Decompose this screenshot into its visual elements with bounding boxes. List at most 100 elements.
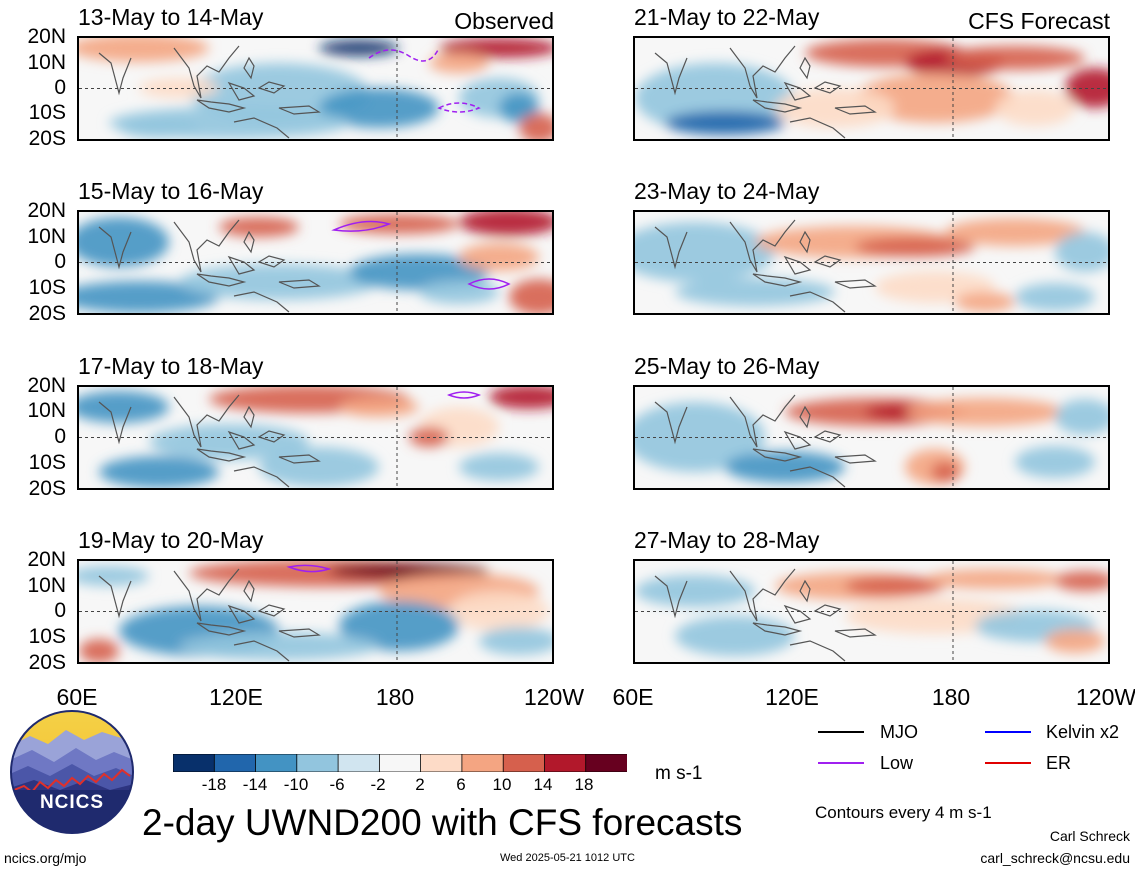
colorbar-tick-label: -10 xyxy=(283,775,309,794)
coastline xyxy=(834,105,877,115)
coastline xyxy=(233,640,290,662)
map-panel-observed-4 xyxy=(77,559,554,664)
low-contour xyxy=(446,391,482,399)
coastline xyxy=(813,604,842,617)
wind-anomaly-region xyxy=(339,397,419,417)
forecast-label: CFS Forecast xyxy=(968,8,1110,34)
wind-anomaly-region xyxy=(1015,283,1095,311)
legend-label-er: ER xyxy=(1046,753,1072,773)
map-panel-observed-2 xyxy=(77,210,554,315)
wind-field-map xyxy=(635,561,1108,662)
colorbar-swatch xyxy=(502,753,546,773)
wind-anomaly-region xyxy=(1055,232,1108,272)
panel-title-forecast-3: 25-May to 26-May xyxy=(634,353,820,379)
wind-anomaly-region xyxy=(179,632,379,660)
legend-label-kelvin: Kelvin x2 xyxy=(1046,722,1120,742)
map-panel-forecast-3 xyxy=(633,385,1110,490)
colorbar-swatch xyxy=(544,753,587,773)
lat-tick-label: 20S xyxy=(28,127,66,150)
lat-tick-label: 20N xyxy=(27,548,66,571)
wind-anomaly-region xyxy=(855,73,1015,123)
coastline xyxy=(834,279,877,289)
wind-field-map xyxy=(79,561,552,662)
wind-anomaly-region xyxy=(1055,399,1108,435)
footer-email: carl_schreck@ncsu.edu xyxy=(980,850,1130,866)
coastline xyxy=(98,52,132,96)
coastline xyxy=(799,56,811,80)
colorbar-swatch xyxy=(255,753,298,773)
wind-anomaly-region xyxy=(925,569,1065,589)
lat-tick-label: 0 xyxy=(54,76,66,99)
legend-label-low: Low xyxy=(880,753,914,773)
legend-line-kelvin xyxy=(985,731,1031,733)
wind-anomaly-region xyxy=(459,212,552,236)
coastline xyxy=(752,448,803,462)
wind-anomaly-region xyxy=(439,38,552,58)
colorbar-tick-label: 10 xyxy=(492,775,512,794)
wind-anomaly-region xyxy=(945,46,1085,70)
coastline xyxy=(196,273,247,287)
map-panel-forecast-2 xyxy=(633,210,1110,315)
coastline xyxy=(783,604,812,624)
coastline xyxy=(278,454,321,464)
lat-tick-label: 0 xyxy=(54,599,66,622)
wind-anomaly-region xyxy=(955,292,1015,312)
coastline xyxy=(813,81,842,94)
wind-anomaly-region xyxy=(79,281,219,313)
colorbar-tick-label: 14 xyxy=(533,775,553,794)
legend-label-mjo: MJO xyxy=(880,722,918,742)
main-title: 2-day UWND200 with CFS forecasts xyxy=(142,802,743,843)
map-panel-observed-3 xyxy=(77,385,554,490)
colorbar-swatch xyxy=(296,753,340,773)
wind-anomaly-region xyxy=(675,278,835,306)
coastline xyxy=(654,226,688,270)
observed-label: Observed xyxy=(454,8,554,34)
colorbar-tick-label: 2 xyxy=(415,775,425,794)
wind-anomaly-region xyxy=(845,576,945,596)
wind-anomaly-region xyxy=(635,222,775,282)
colorbar-swatch xyxy=(378,753,422,773)
lat-tick-label: 10N xyxy=(27,225,66,248)
lat-tick-label: 0 xyxy=(54,425,66,448)
wind-anomaly-region xyxy=(519,113,552,139)
coastline xyxy=(233,466,290,488)
panel-title-forecast-4: 27-May to 28-May xyxy=(634,527,820,553)
coastline xyxy=(233,291,290,313)
coastline xyxy=(789,466,846,488)
map-panel-observed-1 xyxy=(77,36,554,141)
map-panel-forecast-1 xyxy=(633,36,1110,141)
lat-tick-label: 20S xyxy=(28,651,66,674)
lon-tick-label: 180 xyxy=(375,684,415,710)
wind-anomaly-region xyxy=(149,424,309,460)
wind-anomaly-region xyxy=(509,279,552,313)
wind-anomaly-region xyxy=(259,447,379,487)
coastline xyxy=(173,219,240,273)
coastline xyxy=(783,81,812,101)
colorbar-swatch xyxy=(585,753,628,773)
wind-field-map xyxy=(79,387,552,488)
wind-anomaly-region xyxy=(1055,571,1108,591)
wind-anomaly-region xyxy=(665,111,785,135)
wind-field-map xyxy=(635,38,1108,139)
lon-tick-label: 120E xyxy=(765,684,819,710)
wind-anomaly-region xyxy=(79,391,169,423)
wind-anomaly-region xyxy=(139,78,219,98)
coastline xyxy=(243,405,255,429)
coastline xyxy=(813,430,842,443)
lon-tick-label: 60E xyxy=(56,684,98,710)
wind-anomaly-region xyxy=(995,90,1075,126)
wind-anomaly-region xyxy=(79,38,209,62)
coastline xyxy=(98,226,132,270)
wind-field-map xyxy=(635,387,1108,488)
wind-anomaly-region xyxy=(931,462,959,482)
wind-anomaly-region xyxy=(79,639,119,662)
lat-tick-label: 10N xyxy=(27,399,66,422)
coastline xyxy=(227,255,256,275)
coastline xyxy=(278,279,321,289)
coastline xyxy=(789,291,846,313)
coastline xyxy=(752,273,803,287)
wind-field-map xyxy=(635,212,1108,313)
wind-anomaly-region xyxy=(635,402,765,472)
colorbar-tick-label: -14 xyxy=(242,775,268,794)
logo-text: NCICS xyxy=(39,792,105,813)
